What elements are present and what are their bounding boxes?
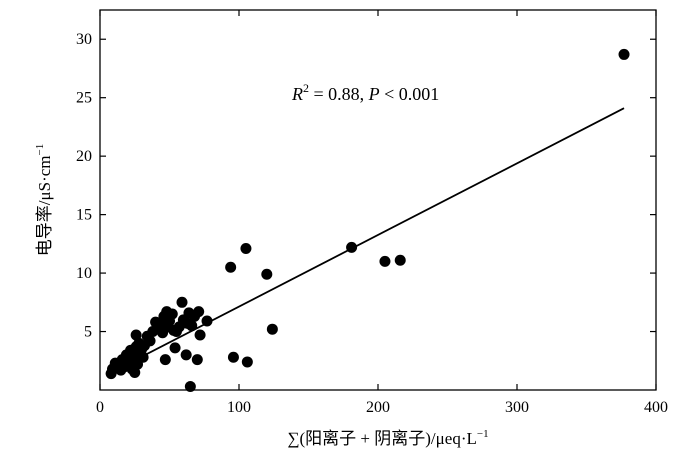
data-point bbox=[144, 335, 156, 347]
regression-line bbox=[110, 107, 625, 374]
data-point bbox=[261, 268, 273, 280]
data-point bbox=[166, 308, 178, 320]
data-point bbox=[176, 296, 188, 308]
x-tick-label: 300 bbox=[505, 399, 529, 416]
data-point bbox=[191, 354, 203, 366]
y-tick-label: 30 bbox=[76, 31, 92, 48]
data-point bbox=[346, 241, 358, 253]
x-axis-title: ∑(阳离子 + 阴离子)/μeq·L−1 bbox=[287, 428, 488, 448]
y-tick-label: 10 bbox=[76, 265, 92, 282]
data-point bbox=[184, 380, 196, 392]
data-point bbox=[394, 254, 406, 266]
data-point bbox=[618, 48, 630, 60]
data-point bbox=[194, 329, 206, 341]
data-point bbox=[201, 315, 213, 327]
x-tick-label: 0 bbox=[96, 399, 104, 416]
data-point bbox=[193, 306, 205, 318]
y-tick-label: 25 bbox=[76, 90, 92, 107]
axis-ticks bbox=[99, 10, 657, 390]
axis-tick-labels: 0 100 200 300 400 5 10 15 20 25 30 bbox=[76, 31, 668, 416]
data-points bbox=[105, 48, 630, 392]
y-tick-label: 5 bbox=[84, 324, 92, 341]
plot-frame bbox=[99, 9, 657, 391]
data-point bbox=[137, 351, 149, 363]
x-tick-label: 400 bbox=[644, 399, 668, 416]
stats-annotation: R2 = 0.88, P < 0.001 bbox=[291, 81, 439, 104]
x-tick-label: 200 bbox=[366, 399, 390, 416]
data-point bbox=[186, 320, 198, 332]
data-point bbox=[159, 354, 171, 366]
data-point bbox=[227, 351, 239, 363]
y-axis-title: 电导率/μS·cm−1 bbox=[34, 144, 54, 256]
data-point bbox=[180, 349, 192, 361]
y-tick-label: 15 bbox=[76, 207, 92, 224]
data-point bbox=[225, 261, 237, 273]
y-tick-label: 20 bbox=[76, 148, 92, 165]
data-point bbox=[266, 323, 278, 335]
data-point bbox=[169, 342, 181, 354]
data-point bbox=[241, 356, 253, 368]
data-point bbox=[240, 243, 252, 255]
data-point bbox=[379, 255, 391, 267]
x-tick-label: 100 bbox=[227, 399, 251, 416]
